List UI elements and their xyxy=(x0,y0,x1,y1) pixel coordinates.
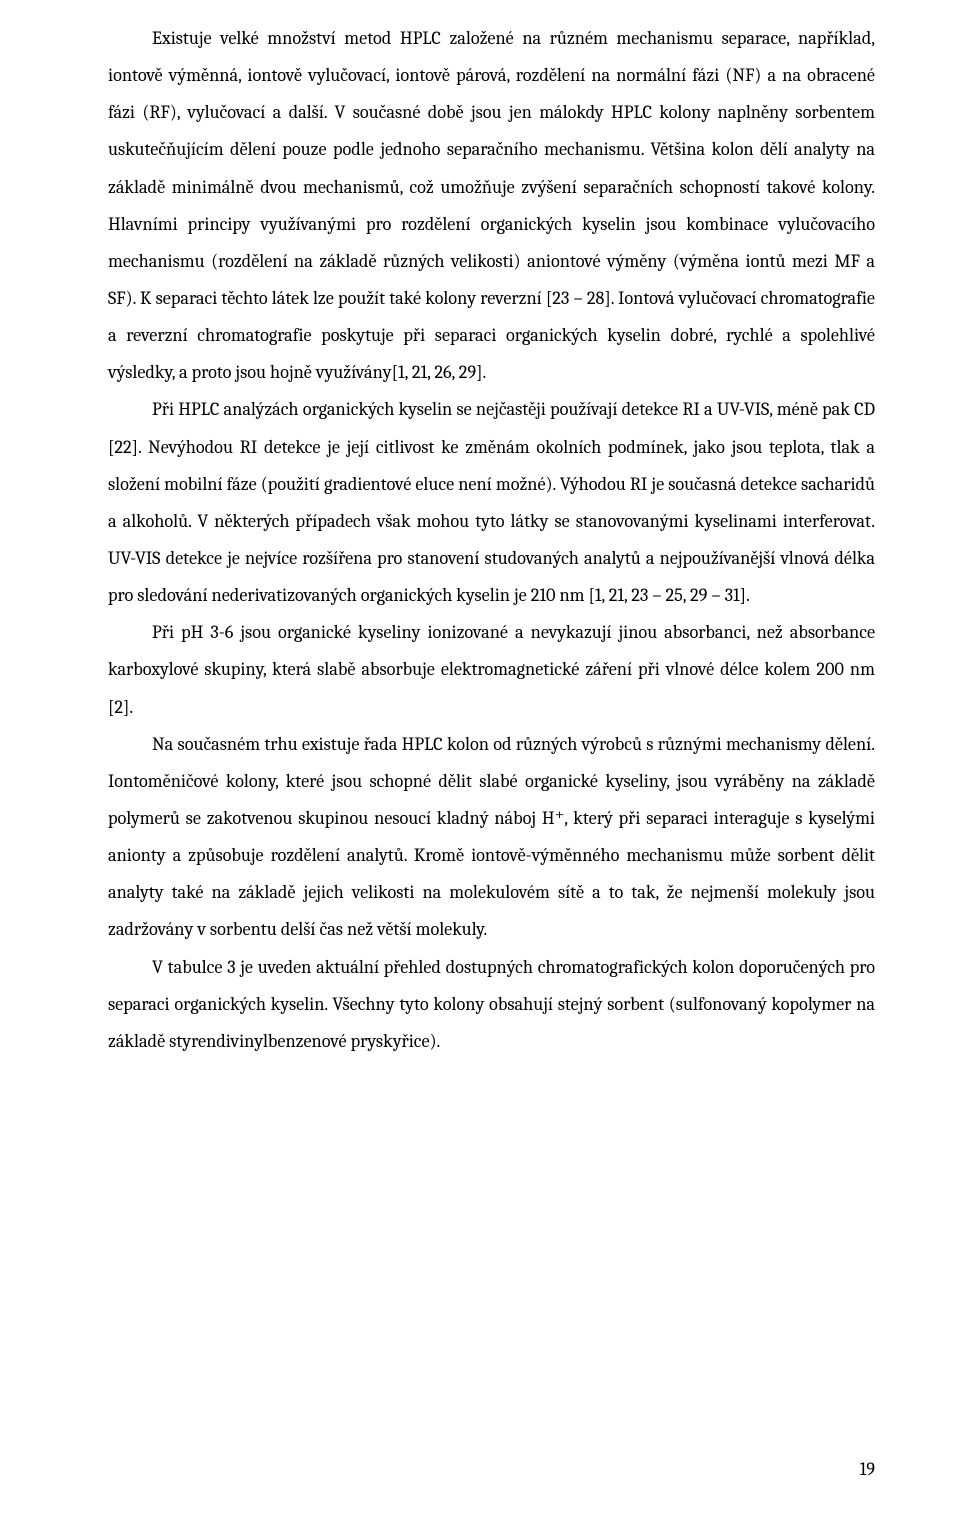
body-paragraph: Existuje velké množství metod HPLC založ… xyxy=(108,20,875,391)
document-page: Existuje velké množství metod HPLC založ… xyxy=(0,0,960,1515)
page-number: 19 xyxy=(860,1459,875,1480)
body-paragraph: V tabulce 3 je uveden aktuální přehled d… xyxy=(108,949,875,1060)
body-paragraph: Při pH 3-6 jsou organické kyseliny ioniz… xyxy=(108,614,875,725)
body-paragraph: Na současném trhu existuje řada HPLC kol… xyxy=(108,726,875,949)
body-paragraph: Při HPLC analýzách organických kyselin s… xyxy=(108,391,875,614)
